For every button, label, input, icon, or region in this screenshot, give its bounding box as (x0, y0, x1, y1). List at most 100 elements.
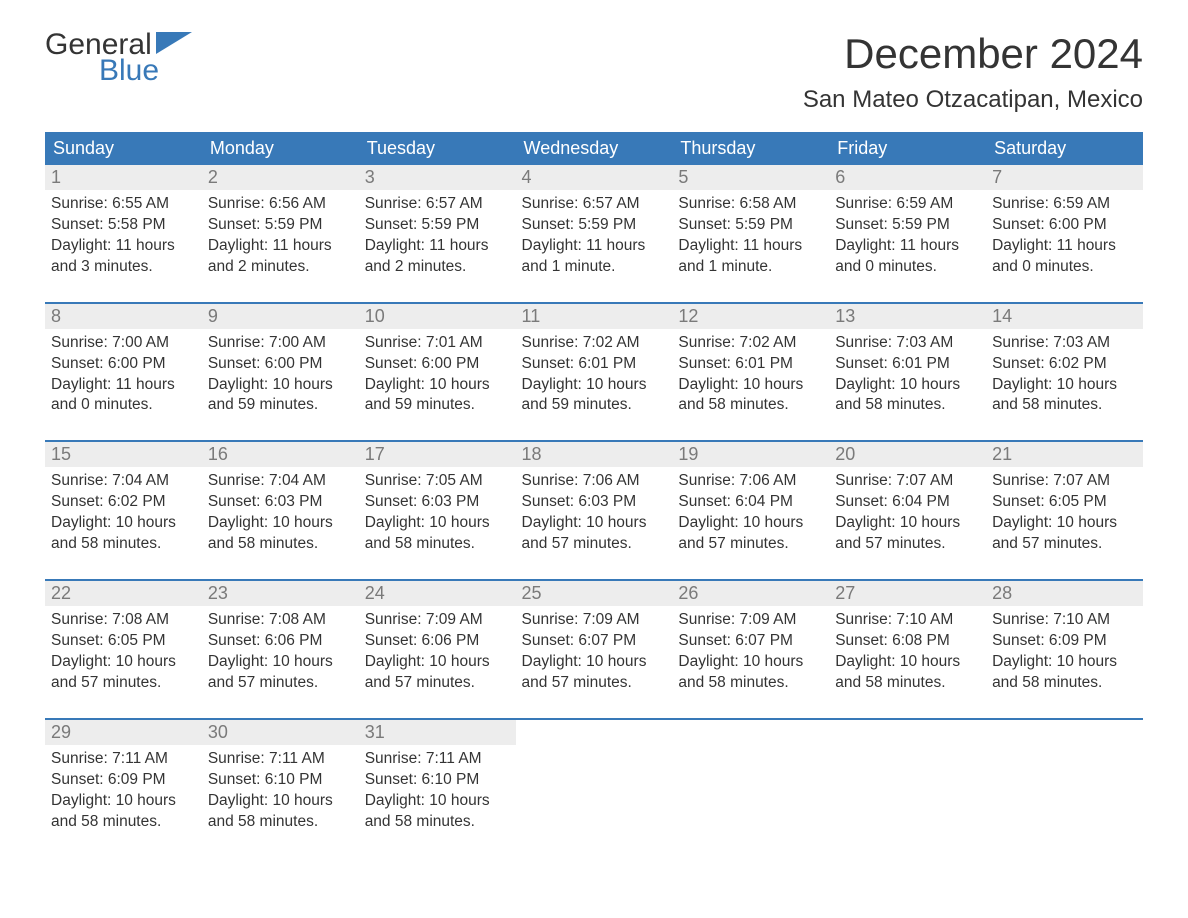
weekday-header: Monday (202, 132, 359, 165)
day-sunset: Sunset: 5:59 PM (365, 215, 510, 236)
day-sunset: Sunset: 6:03 PM (365, 492, 510, 513)
day-sunset: Sunset: 6:02 PM (992, 354, 1137, 375)
flag-icon (156, 30, 192, 60)
day-sunset: Sunset: 6:04 PM (678, 492, 823, 513)
day-data-cell: Sunrise: 6:57 AMSunset: 5:59 PMDaylight:… (516, 190, 673, 303)
day-data-cell (986, 745, 1143, 857)
day-number-cell: 19 (672, 442, 829, 467)
day-d1: Daylight: 10 hours (208, 791, 353, 812)
day-sunset: Sunset: 6:10 PM (365, 770, 510, 791)
day-number-cell: 6 (829, 165, 986, 190)
day-d1: Daylight: 10 hours (992, 375, 1137, 396)
day-d1: Daylight: 10 hours (522, 375, 667, 396)
day-number-cell: 24 (359, 581, 516, 606)
day-number-cell: 29 (45, 720, 202, 745)
day-sunset: Sunset: 6:10 PM (208, 770, 353, 791)
day-number-cell: 14 (986, 304, 1143, 329)
header: General Blue December 2024 San Mateo Otz… (45, 30, 1143, 114)
day-sunrise: Sunrise: 7:09 AM (678, 610, 823, 631)
day-d2: and 57 minutes. (208, 673, 353, 694)
day-d1: Daylight: 10 hours (208, 652, 353, 673)
day-sunrise: Sunrise: 7:09 AM (365, 610, 510, 631)
day-data-row: Sunrise: 7:08 AM Sunset: 6:05 PM Daylight:… (45, 606, 1143, 719)
day-number-cell: 1 (45, 165, 202, 190)
day-sunset: Sunset: 5:59 PM (678, 215, 823, 236)
day-number-cell: 16 (202, 442, 359, 467)
day-data-cell: Sunrise: 7:09 AMSunset: 6:06 PMDaylight:… (359, 606, 516, 719)
day-number-cell: 27 (829, 581, 986, 606)
day-number-cell: 9 (202, 304, 359, 329)
day-d1: Daylight: 11 hours (522, 236, 667, 257)
day-data-row: Sunrise: 7:11 AMSunset: 6:09 PMDaylight:… (45, 745, 1143, 857)
day-number-row: 22232425262728 (45, 581, 1143, 606)
day-data-cell: Sunrise: 7:05 AMSunset: 6:03 PMDaylight:… (359, 467, 516, 580)
day-sunrise: Sunrise: 7:11 AM (51, 749, 196, 770)
day-d2: and 57 minutes. (835, 534, 980, 555)
day-d2: and 0 minutes. (51, 395, 196, 416)
title-block: December 2024 San Mateo Otzacatipan, Mex… (803, 30, 1143, 114)
calendar-table: Sunday Monday Tuesday Wednesday Thursday… (45, 132, 1143, 856)
day-sunset: Sunset: 5:59 PM (208, 215, 353, 236)
day-d2: and 58 minutes. (678, 673, 823, 694)
day-number-cell: 15 (45, 442, 202, 467)
day-data-cell: Sunrise: 7:08 AMSunset: 6:05 PMDaylight:… (45, 606, 202, 719)
day-sunrise: Sunrise: 7:11 AM (208, 749, 353, 770)
day-d2: and 57 minutes. (522, 673, 667, 694)
day-d1: Daylight: 10 hours (835, 652, 980, 673)
day-sunrise: Sunrise: 7:04 AM (208, 471, 353, 492)
day-sunset: Sunset: 6:06 PM (365, 631, 510, 652)
day-sunrise: Sunrise: 7:06 AM (522, 471, 667, 492)
day-sunrise: Sunrise: 7:03 AM (835, 333, 980, 354)
day-number-cell: 12 (672, 304, 829, 329)
day-data-cell (516, 745, 673, 857)
day-sunset: Sunset: 6:01 PM (678, 354, 823, 375)
day-data-cell: Sunrise: 7:07 AMSunset: 6:04 PMDaylight:… (829, 467, 986, 580)
day-sunset: Sunset: 6:05 PM (992, 492, 1137, 513)
day-data-cell (672, 745, 829, 857)
day-number-cell: 5 (672, 165, 829, 190)
weekday-header: Wednesday (516, 132, 673, 165)
day-sunset: Sunset: 6:05 PM (51, 631, 196, 652)
day-number-cell (516, 720, 673, 745)
day-sunrise: Sunrise: 7:07 AM (835, 471, 980, 492)
day-data-cell (829, 745, 986, 857)
day-number-row: 1234567 (45, 165, 1143, 190)
day-d2: and 1 minute. (522, 257, 667, 278)
day-number-cell: 8 (45, 304, 202, 329)
day-number-cell: 21 (986, 442, 1143, 467)
day-number-cell (986, 720, 1143, 745)
day-d1: Daylight: 11 hours (835, 236, 980, 257)
day-sunrise: Sunrise: 7:08 AM (208, 610, 353, 631)
day-data-cell: Sunrise: 7:11 AMSunset: 6:09 PMDaylight:… (45, 745, 202, 857)
day-data-cell: Sunrise: 7:04 AMSunset: 6:02 PMDaylight:… (45, 467, 202, 580)
day-d1: Daylight: 10 hours (835, 513, 980, 534)
day-number-cell: 17 (359, 442, 516, 467)
day-d2: and 58 minutes. (835, 395, 980, 416)
day-sunset: Sunset: 6:01 PM (835, 354, 980, 375)
day-sunset: Sunset: 6:00 PM (51, 354, 196, 375)
day-d1: Daylight: 10 hours (678, 513, 823, 534)
day-data-cell: Sunrise: 7:01 AMSunset: 6:00 PMDaylight:… (359, 329, 516, 442)
day-d2: and 0 minutes. (835, 257, 980, 278)
day-sunset: Sunset: 5:59 PM (522, 215, 667, 236)
day-data-row: Sunrise: 7:00 AMSunset: 6:00 PMDaylight:… (45, 329, 1143, 442)
day-d1: Daylight: 10 hours (992, 513, 1137, 534)
weekday-header: Tuesday (359, 132, 516, 165)
day-sunrise: Sunrise: 7:10 AM (992, 610, 1137, 631)
day-data-cell: Sunrise: 7:02 AMSunset: 6:01 PMDaylight:… (516, 329, 673, 442)
day-sunrise: Sunrise: 7:02 AM (678, 333, 823, 354)
day-sunrise: Sunrise: 7:10 AM (835, 610, 980, 631)
day-number-row: 15161718192021 (45, 442, 1143, 467)
day-d1: Daylight: 10 hours (208, 375, 353, 396)
day-sunset: Sunset: 6:09 PM (992, 631, 1137, 652)
day-number-cell: 30 (202, 720, 359, 745)
weekday-header: Sunday (45, 132, 202, 165)
day-sunrise: Sunrise: 7:09 AM (522, 610, 667, 631)
day-d2: and 57 minutes. (51, 673, 196, 694)
day-data-cell: Sunrise: 7:00 AMSunset: 6:00 PMDaylight:… (202, 329, 359, 442)
day-d1: Daylight: 11 hours (51, 375, 196, 396)
day-sunrise: Sunrise: 7:11 AM (365, 749, 510, 770)
day-data-cell: Sunrise: 6:59 AMSunset: 6:00 PMDaylight:… (986, 190, 1143, 303)
day-sunrise: Sunrise: 7:00 AM (208, 333, 353, 354)
day-data-cell: Sunrise: 7:09 AMSunset: 6:07 PMDaylight:… (516, 606, 673, 719)
